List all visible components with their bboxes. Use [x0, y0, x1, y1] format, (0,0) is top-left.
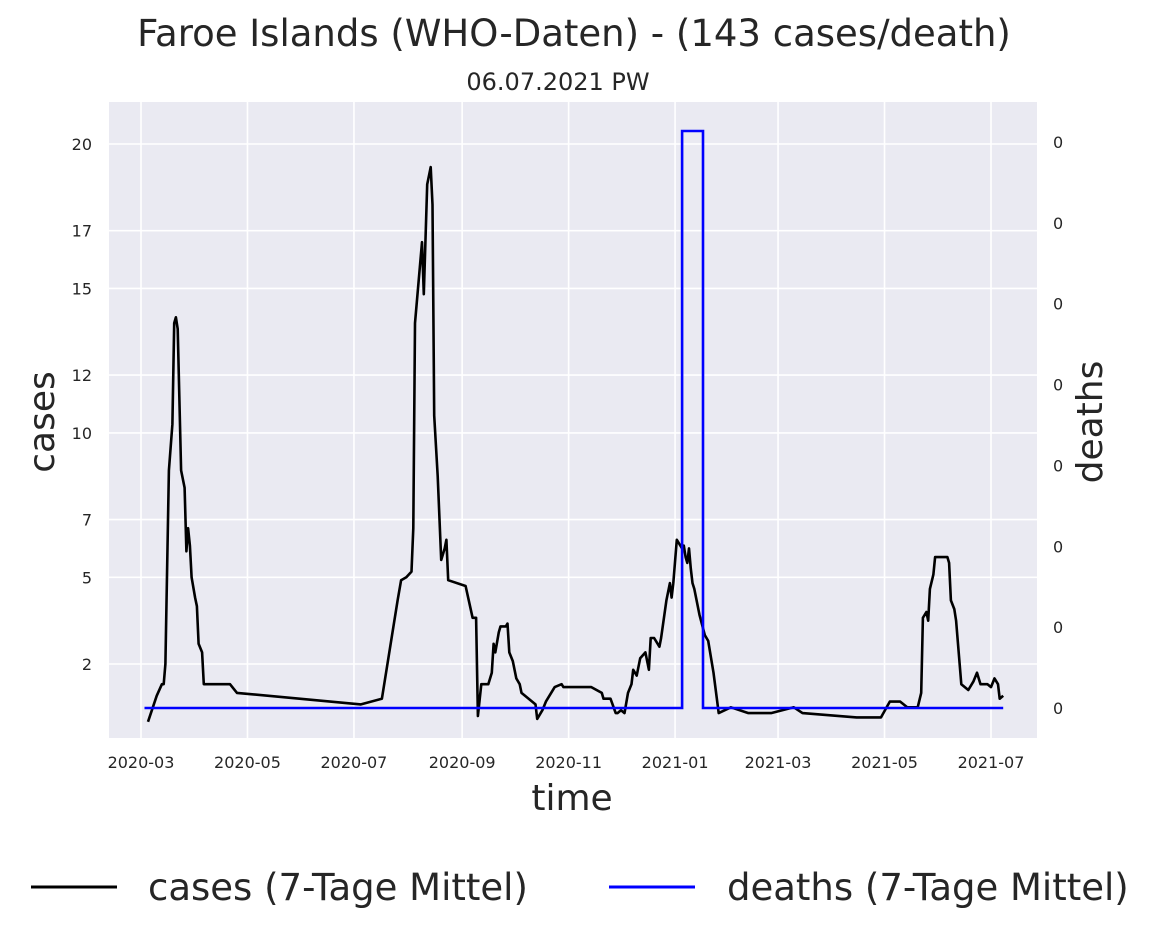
- y-axis-label: cases: [22, 371, 63, 473]
- x-tick-label: 2021-07: [958, 753, 1025, 772]
- y2-tick-label: 0: [1053, 537, 1063, 556]
- y2-tick-label: 0: [1053, 295, 1063, 314]
- y2-tick-label: 0: [1053, 456, 1063, 475]
- y-tick-label: 20: [72, 135, 92, 154]
- y2-tick-label: 0: [1053, 214, 1063, 233]
- x-tick-label: 2021-03: [745, 753, 812, 772]
- y-tick-label: 10: [72, 424, 92, 443]
- x-tick-label: 2020-09: [429, 753, 496, 772]
- x-tick-label: 2021-01: [642, 753, 709, 772]
- y2-tick-label: 0: [1053, 699, 1063, 718]
- series-layer: [144, 129, 1005, 723]
- x-axis-label: time: [531, 778, 612, 819]
- x-tick-label: 2020-11: [535, 753, 602, 772]
- plot-area: [109, 102, 1037, 738]
- x-tick-label: 2020-07: [321, 753, 388, 772]
- x-tick-labels: 2020-03 2020-05 2020-07 2020-09 2020-11 2021-…: [108, 753, 1025, 772]
- y-tick-label: 12: [72, 366, 92, 385]
- y2-tick-label: 0: [1053, 618, 1063, 637]
- x-tick-label: 2021-05: [851, 753, 918, 772]
- chart-title: Faroe Islands (WHO-Daten) - (143 cases/d…: [137, 12, 1011, 55]
- y2-axis-label: deaths: [1070, 361, 1111, 484]
- legend-cases-label: cases (7-Tage Mittel): [148, 866, 528, 909]
- legend-deaths-label: deaths (7-Tage Mittel): [727, 866, 1129, 909]
- y-tick-label: 5: [82, 568, 92, 587]
- y2-tick-labels: 0 0 0 0 0 0 0 0: [1053, 133, 1063, 718]
- x-tick-label: 2020-05: [214, 753, 281, 772]
- deaths-line: [144, 129, 1004, 710]
- y-tick-label: 15: [72, 279, 92, 298]
- chart-subtitle: 06.07.2021 PW: [466, 68, 649, 96]
- y2-tick-label: 0: [1053, 376, 1063, 395]
- grid-lines: [109, 102, 1037, 738]
- x-tick-label: 2020-03: [108, 753, 175, 772]
- y-tick-label: 17: [72, 222, 92, 241]
- y-tick-labels: 2 5 7 10 12 15 17 20: [72, 135, 92, 674]
- y-tick-label: 7: [82, 511, 92, 530]
- legend: cases (7-Tage Mittel) deaths (7-Tage Mit…: [31, 866, 1129, 909]
- y2-tick-label: 0: [1053, 133, 1063, 152]
- y-tick-label: 2: [82, 655, 92, 674]
